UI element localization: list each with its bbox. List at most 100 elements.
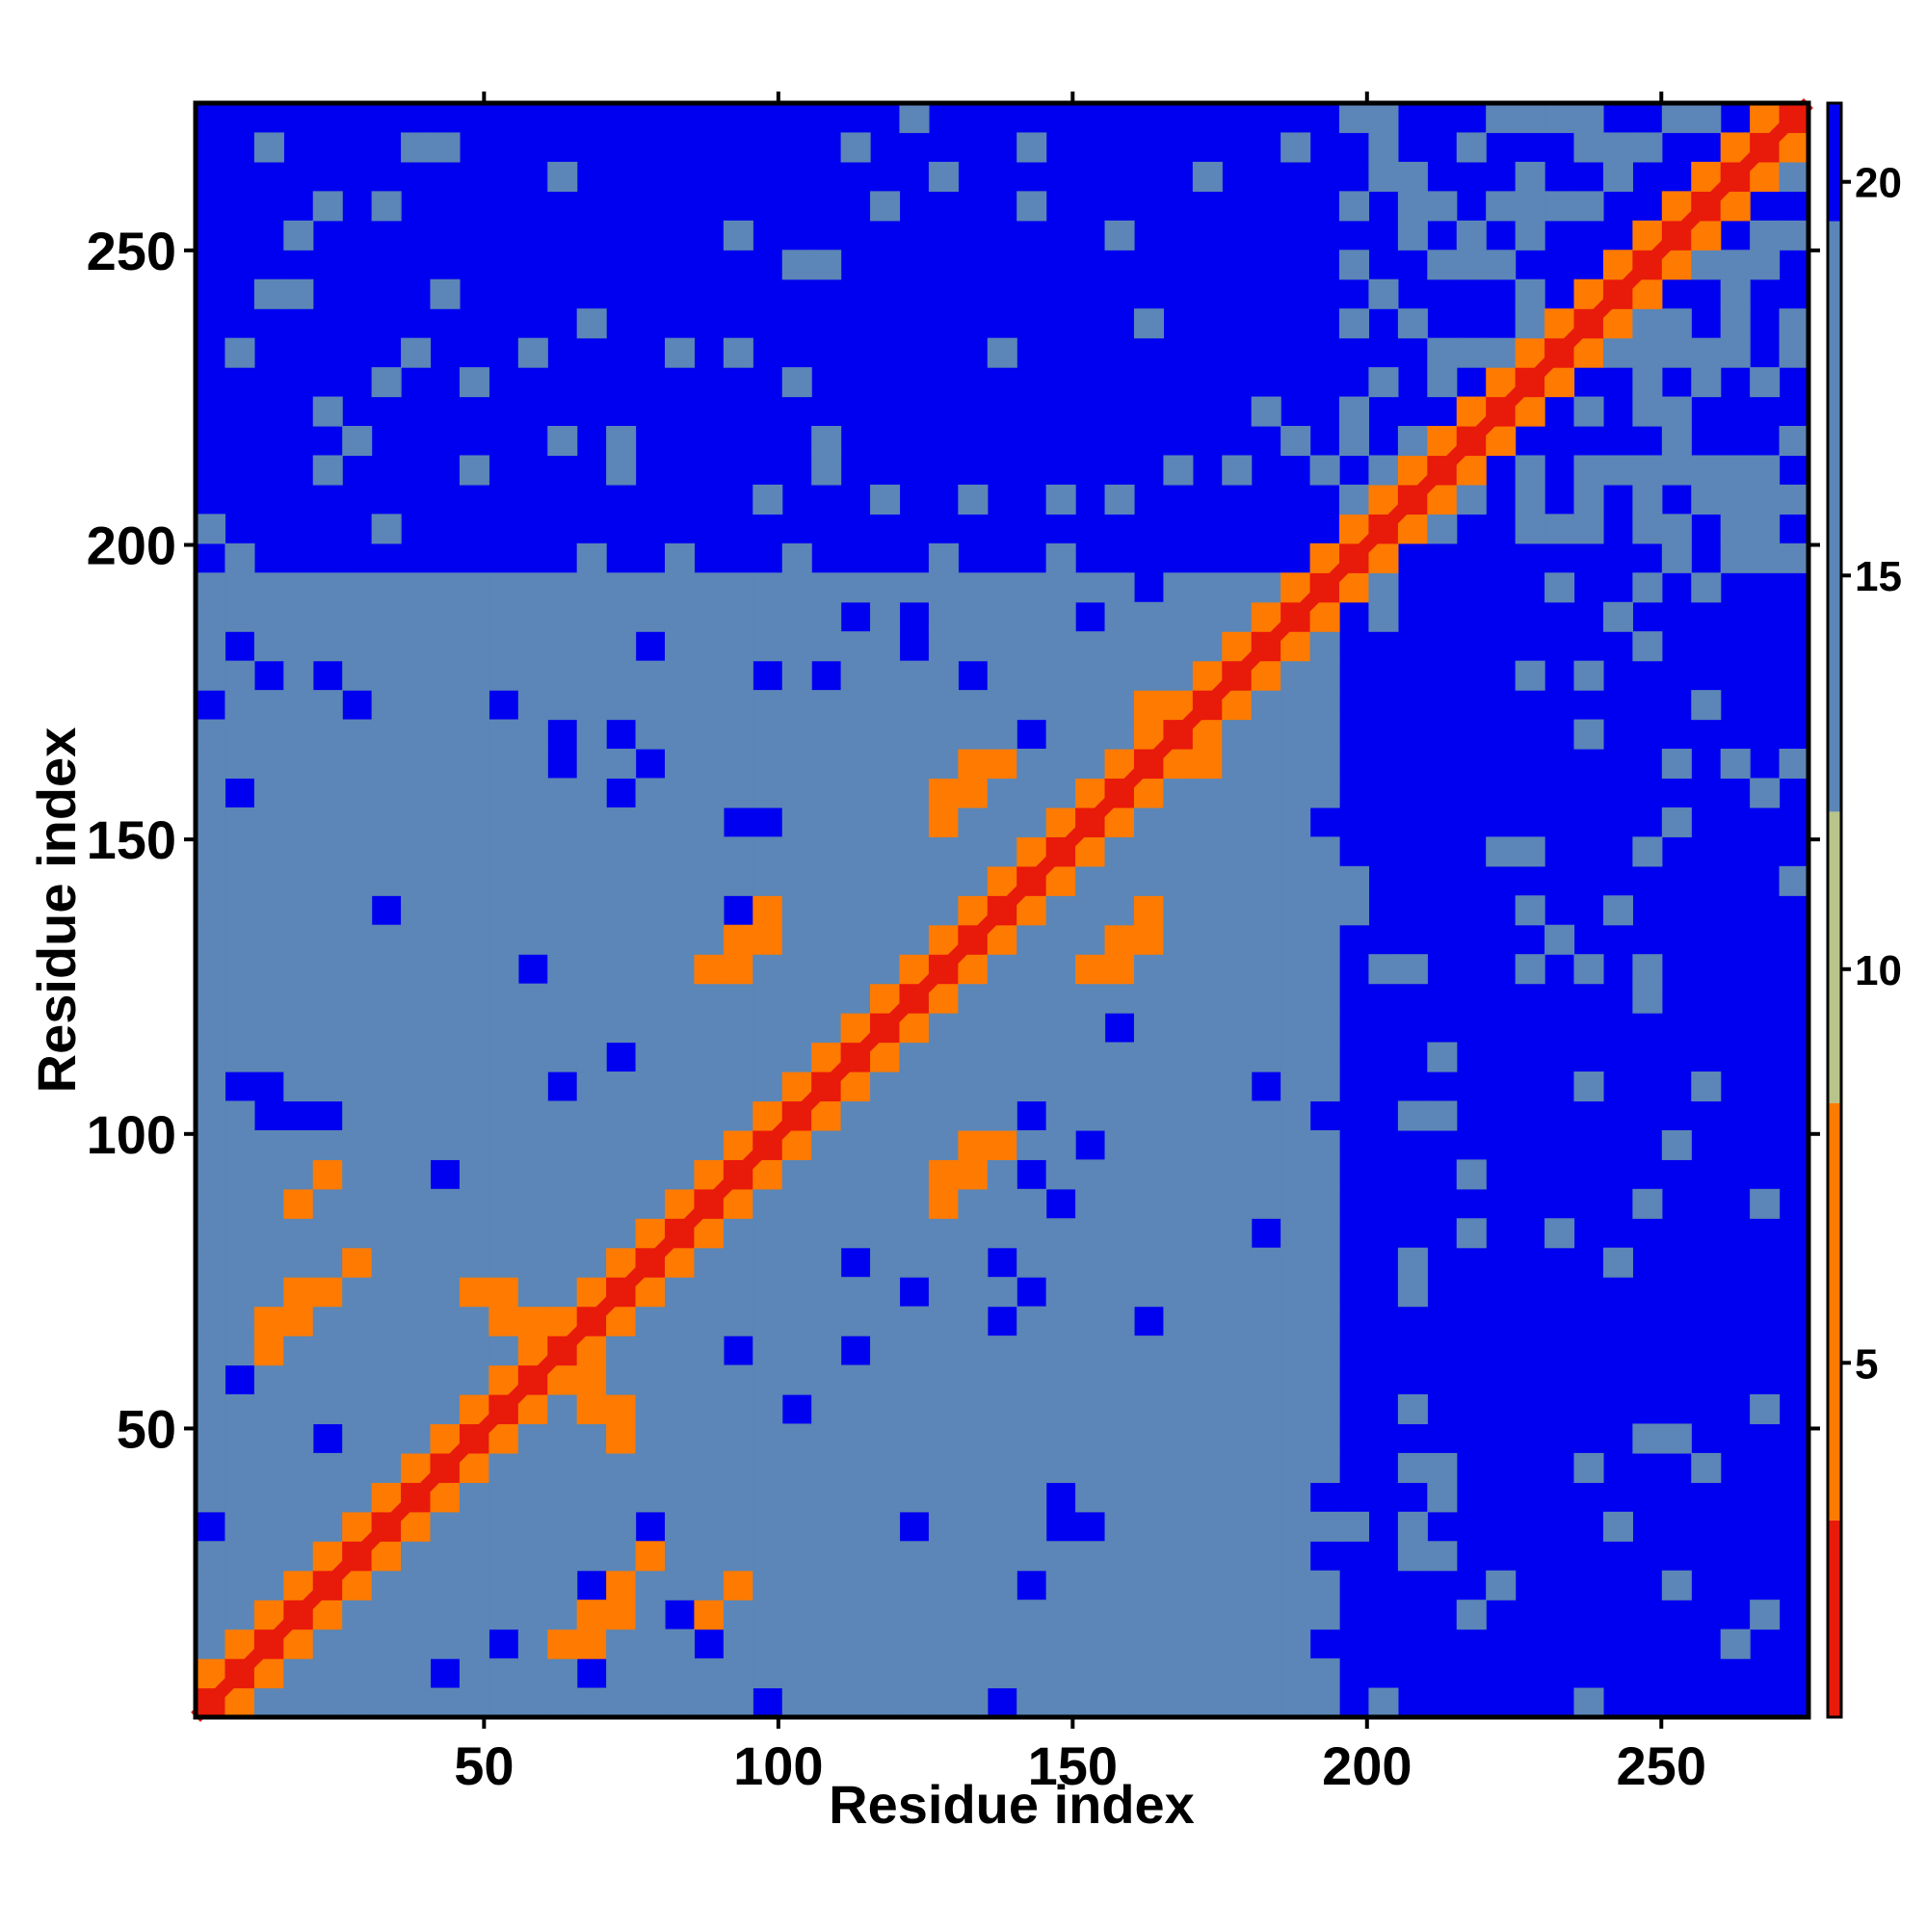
- heatmap-cell: [1163, 1511, 1194, 1542]
- heatmap-cell: [694, 1600, 725, 1630]
- heatmap-cell: [488, 1423, 519, 1454]
- heatmap-cell: [1280, 1277, 1311, 1308]
- heatmap-cell: [1368, 455, 1399, 486]
- heatmap-cell: [253, 1013, 284, 1044]
- heatmap-cell: [1573, 191, 1604, 222]
- heatmap-cell: [1222, 719, 1253, 750]
- heatmap-cell: [752, 1570, 783, 1601]
- heatmap-cell: [253, 807, 284, 837]
- heatmap-cell: [1104, 572, 1135, 603]
- heatmap-cell: [958, 1013, 989, 1044]
- heatmap-cell: [517, 1218, 548, 1249]
- heatmap-cell: [987, 778, 1017, 808]
- heatmap-cell: [694, 1042, 725, 1072]
- heatmap-cell: [1133, 1658, 1164, 1689]
- heatmap-cell: [224, 865, 255, 896]
- heatmap-cell: [870, 1306, 901, 1337]
- heatmap-cell: [1309, 1364, 1340, 1395]
- heatmap-cell: [1691, 250, 1722, 280]
- heatmap-cell: [928, 690, 959, 721]
- heatmap-cell: [664, 836, 696, 867]
- heatmap-cell: [1309, 954, 1340, 985]
- heatmap-cell: [606, 1218, 637, 1249]
- heatmap-cell: [870, 1511, 901, 1542]
- heatmap-cell: [342, 426, 373, 457]
- heatmap-cell: [224, 983, 255, 1014]
- heatmap-cell: [283, 1364, 314, 1395]
- heatmap-cell: [576, 1541, 607, 1572]
- heatmap-cell: [958, 1628, 989, 1659]
- heatmap-cell: [430, 1511, 461, 1542]
- heatmap-cell: [1163, 1100, 1194, 1131]
- heatmap-cell: [899, 1013, 930, 1044]
- diagonal-self-contact: [191, 98, 1813, 1722]
- x-axis-ticks: 50 100 150 200 250: [454, 92, 1706, 1796]
- heatmap-cell: [401, 1277, 432, 1308]
- heatmap-cell: [811, 1277, 842, 1308]
- heatmap-cell: [1016, 1364, 1047, 1395]
- heatmap-cell: [1251, 719, 1281, 750]
- heatmap-cell: [1075, 1336, 1106, 1366]
- heatmap-cell: [253, 1188, 284, 1219]
- heatmap-cell: [1222, 1423, 1253, 1454]
- heatmap-cell: [196, 601, 226, 632]
- heatmap-cell: [342, 1364, 373, 1395]
- heatmap-cell: [517, 690, 548, 721]
- heatmap-cell: [401, 1129, 432, 1160]
- heatmap-cell: [1750, 1394, 1781, 1425]
- heatmap-cell: [196, 1159, 226, 1190]
- heatmap-cell: [811, 836, 842, 867]
- heatmap-cell: [1691, 484, 1722, 515]
- heatmap-cell: [987, 1570, 1017, 1601]
- heatmap-cell: [1280, 1394, 1311, 1425]
- heatmap-cell: [1280, 132, 1311, 163]
- heatmap-cell: [1163, 1482, 1194, 1513]
- heatmap-cell: [1251, 1628, 1281, 1659]
- heatmap-cell: [547, 1658, 578, 1689]
- heatmap-cell: [606, 690, 637, 721]
- heatmap-cell: [430, 132, 461, 163]
- heatmap-cell: [1750, 514, 1781, 544]
- heatmap-cell: [635, 1482, 666, 1513]
- heatmap-cell: [1251, 865, 1281, 896]
- heatmap-cell: [1133, 660, 1164, 691]
- heatmap-cell: [1104, 1306, 1135, 1337]
- heatmap-cell: [1104, 1482, 1135, 1513]
- heatmap-cell: [342, 1277, 373, 1308]
- heatmap-cell: [1133, 1159, 1164, 1190]
- heatmap-cell: [1016, 954, 1047, 985]
- heatmap-cell: [312, 749, 343, 780]
- heatmap-cell: [1192, 1306, 1223, 1337]
- heatmap-cell: [958, 601, 989, 632]
- heatmap-cell: [1251, 1100, 1281, 1131]
- heatmap-cell: [1016, 690, 1047, 721]
- heatmap-cell: [488, 572, 519, 603]
- heatmap-cell: [752, 1541, 783, 1572]
- heatmap-cell: [781, 1482, 812, 1513]
- heatmap-cell: [1222, 1658, 1253, 1689]
- heatmap-cell: [1251, 983, 1281, 1014]
- heatmap-cell: [1163, 572, 1194, 603]
- heatmap-cell: [196, 1394, 226, 1425]
- heatmap-cell: [1075, 1452, 1106, 1483]
- colorbar-segment: [1828, 1102, 1841, 1521]
- heatmap-cell: [840, 1306, 871, 1337]
- heatmap-cell: [1397, 426, 1428, 457]
- heatmap-cell: [1632, 132, 1663, 163]
- heatmap-cell: [1045, 895, 1076, 926]
- heatmap-cell: [664, 1100, 696, 1131]
- heatmap-cell: [1515, 278, 1545, 309]
- heatmap-cell: [928, 1511, 959, 1542]
- heatmap-cell: [958, 719, 989, 750]
- heatmap-cell: [576, 1687, 607, 1718]
- heatmap-cell: [1045, 719, 1076, 750]
- heatmap-cell: [488, 660, 519, 691]
- heatmap-cell: [635, 1364, 666, 1395]
- heatmap-cell: [547, 690, 578, 721]
- heatmap-cell: [635, 1687, 666, 1718]
- heatmap-cell: [928, 1394, 959, 1425]
- heatmap-cell: [253, 1482, 284, 1513]
- heatmap-cell: [196, 1482, 226, 1513]
- heatmap-cell: [401, 1188, 432, 1219]
- heatmap-cell: [840, 954, 871, 985]
